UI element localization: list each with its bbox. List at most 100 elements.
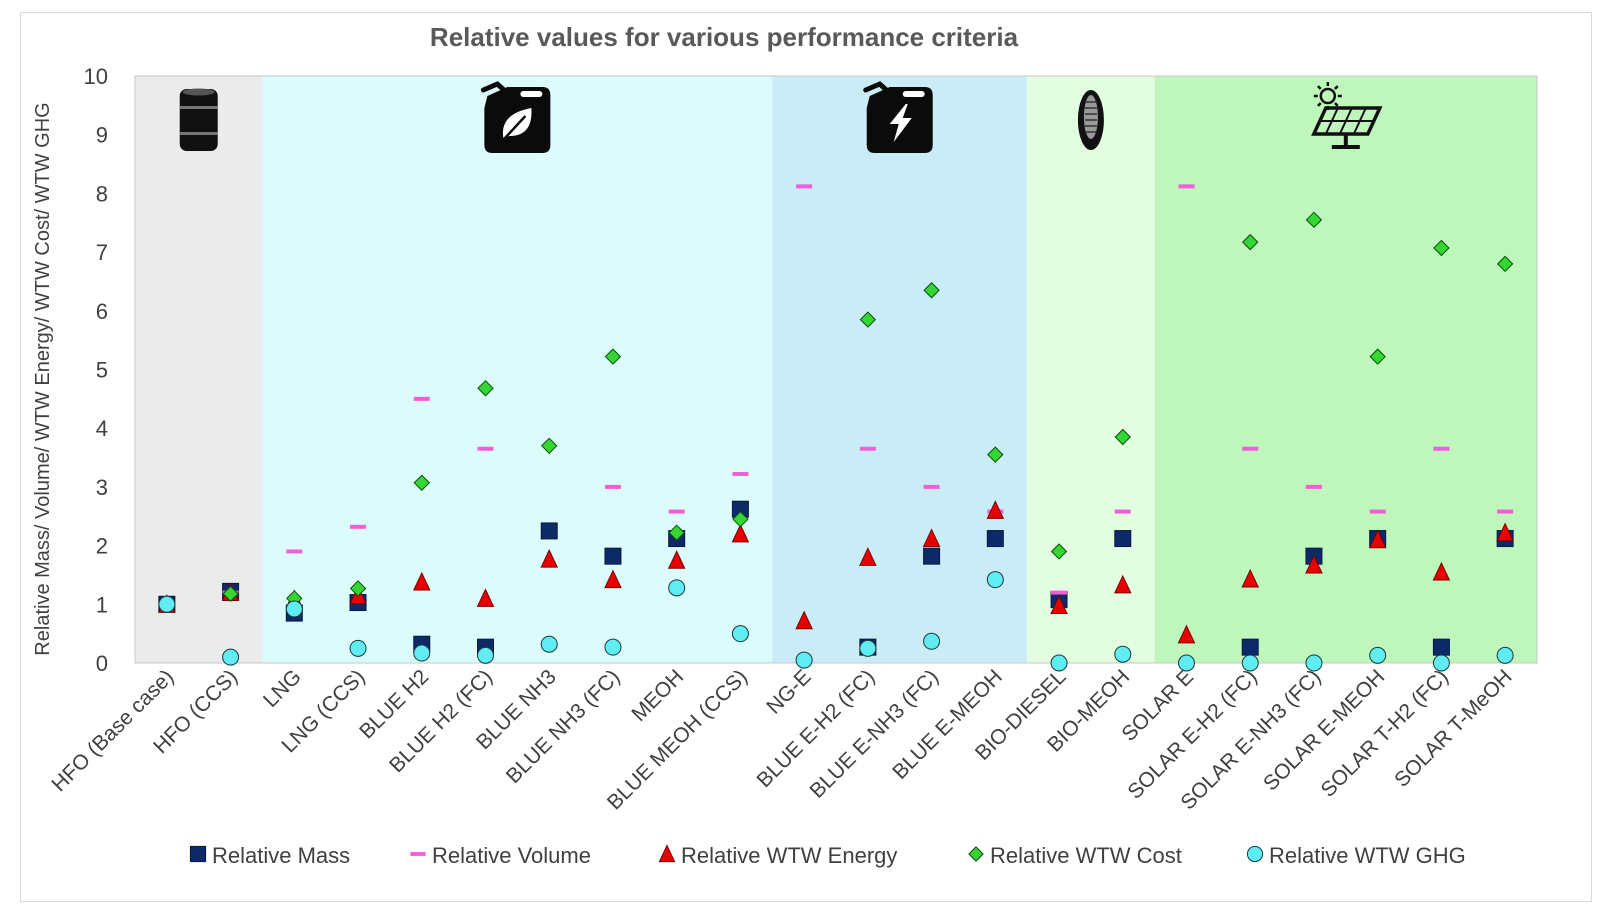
region-band-blue: [262, 76, 773, 663]
point-relative-wtw-ghg-6: [540, 635, 558, 653]
series-relative-wtw-ghg: [158, 571, 1514, 672]
region-bands: [134, 75, 1538, 664]
point-relative-volume-17: [1242, 446, 1259, 451]
point-relative-wtw-ghg-19: [1369, 646, 1387, 664]
y-axis-ticks: 0 1 2 3 4 5 6 7 8 9 10: [84, 64, 108, 676]
x-category-label: HFO (Base case): [47, 665, 178, 796]
point-relative-wtw-ghg-11: [859, 639, 877, 657]
legend-item-relative-wtw-cost: Relative WTW Cost: [968, 843, 1182, 868]
point-relative-wtw-ghg-13: [986, 571, 1004, 589]
panel-grid: [1319, 107, 1374, 135]
point-relative-wtw-ghg-9: [731, 625, 749, 643]
point-relative-wtw-ghg-20: [1432, 654, 1450, 672]
point-relative-volume-20: [1433, 446, 1450, 451]
x-category-label: SOLAR T-MeOH: [1390, 665, 1517, 792]
point-relative-volume-3: [350, 524, 367, 529]
point-relative-volume-9: [732, 471, 749, 476]
point-relative-wtw-ghg-2: [285, 600, 303, 618]
legend-item-relative-volume: Relative Volume: [410, 843, 591, 868]
legend-item-relative-wtw-ghg: Relative WTW GHG: [1246, 843, 1466, 868]
corn-icon: [1077, 90, 1104, 150]
fuel-can-spout: [480, 81, 510, 96]
point-relative-volume-16: [1178, 184, 1195, 189]
region-band-solar: [1154, 76, 1537, 663]
data-marks: [158, 184, 1514, 672]
point-relative-wtw-energy-10: [795, 610, 813, 630]
point-relative-wtw-cost-9: [732, 510, 749, 528]
y-tick-label: 6: [96, 299, 108, 324]
legend-marker: [658, 844, 676, 863]
region-icons: [179, 81, 1383, 153]
point-relative-wtw-ghg-21: [1496, 646, 1514, 664]
sun-ray: [1317, 85, 1322, 90]
point-relative-volume-14: [1051, 590, 1068, 595]
point-relative-wtw-energy-8: [667, 550, 686, 569]
point-relative-wtw-cost-13: [987, 446, 1004, 463]
point-relative-volume-18: [1305, 484, 1322, 489]
point-relative-wtw-ghg-12: [923, 632, 941, 650]
x-category-label: BLUE E-H2 (FC): [753, 665, 880, 792]
point-relative-wtw-energy-9: [731, 523, 750, 543]
solar-panel-icon: [1311, 82, 1383, 149]
point-relative-wtw-energy-5: [476, 588, 495, 607]
point-relative-wtw-ghg-3: [349, 639, 367, 657]
point-relative-volume-11: [859, 446, 876, 451]
point-relative-wtw-energy-16: [1177, 624, 1196, 644]
bolt-shape: [889, 104, 912, 142]
barrel-ring: [179, 132, 218, 135]
x-category-label: NG-E: [762, 665, 815, 718]
point-relative-wtw-energy-11: [859, 547, 877, 566]
y-tick-label: 4: [96, 416, 108, 441]
fuel-can-bolt-icon: [863, 81, 933, 153]
point-relative-mass-15: [1114, 530, 1132, 548]
point-relative-wtw-energy-13: [986, 500, 1005, 519]
region-band-bio: [1027, 76, 1155, 663]
region-band-blue-e: [772, 76, 1028, 663]
point-relative-wtw-ghg-5: [477, 646, 494, 664]
point-relative-wtw-energy-21: [1496, 522, 1514, 542]
point-relative-volume-12: [923, 484, 940, 489]
point-relative-mass-6: [540, 522, 558, 540]
point-relative-wtw-cost-19: [1369, 348, 1386, 365]
point-relative-volume-5: [477, 446, 494, 451]
point-relative-wtw-energy-15: [1113, 574, 1132, 594]
sun-ray: [1334, 102, 1339, 107]
point-relative-wtw-energy-7: [604, 569, 622, 589]
y-tick-label: 0: [96, 651, 108, 676]
point-relative-wtw-energy-14: [1050, 595, 1068, 614]
y-tick-label: 1: [96, 592, 108, 617]
x-category-label: BLUE NH3 (FC): [502, 665, 625, 788]
point-relative-wtw-energy-12: [922, 528, 941, 548]
point-relative-wtw-cost-6: [541, 437, 558, 455]
legend-item-relative-wtw-energy: Relative WTW Energy: [658, 843, 897, 868]
point-relative-wtw-ghg-4: [413, 644, 431, 662]
point-relative-wtw-cost-14: [1050, 543, 1068, 560]
plot-area-border: [134, 75, 1538, 664]
series-relative-wtw-energy: [158, 500, 1514, 644]
corn-cob: [1083, 95, 1098, 139]
y-axis-label: Relative Mass/ Volume/ WTW Energy/ WTW C…: [32, 102, 54, 655]
point-relative-wtw-cost-4: [413, 474, 430, 491]
point-relative-mass-17: [1241, 638, 1259, 656]
point-relative-wtw-ghg-1: [222, 648, 240, 666]
barrel-body: [179, 89, 218, 151]
point-relative-wtw-energy-20: [1432, 561, 1451, 581]
legend-marker: [968, 846, 984, 862]
point-relative-wtw-cost-21: [1496, 255, 1514, 273]
point-relative-wtw-cost-5: [477, 380, 494, 397]
region-band-fossil: [135, 76, 263, 663]
legend-label: Relative Mass: [212, 843, 350, 868]
legend-item-relative-mass: Relative Mass: [189, 843, 350, 868]
legend: Relative Mass Relative Volume Relative WTW…: [189, 843, 1466, 868]
x-category-label: LNG: [259, 665, 306, 712]
panel-frame: [1311, 106, 1383, 136]
point-relative-wtw-energy-18: [1305, 554, 1323, 574]
y-tick-label: 3: [96, 475, 108, 500]
point-relative-wtw-cost-15: [1114, 428, 1131, 446]
chart-title: Relative values for various performance …: [430, 22, 1019, 52]
point-relative-mass-20: [1432, 638, 1450, 656]
point-relative-mass-7: [604, 547, 622, 565]
point-relative-wtw-ghg-8: [668, 579, 686, 597]
barrel-top: [182, 88, 215, 96]
point-relative-wtw-cost-8: [668, 524, 685, 541]
